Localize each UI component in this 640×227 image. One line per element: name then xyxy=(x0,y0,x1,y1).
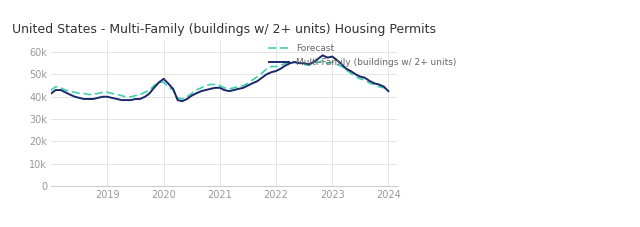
Multi-Family (buildings w/ 2+ units) xyxy=(122,99,130,101)
Multi-Family (buildings w/ 2+ units) xyxy=(220,89,228,91)
Multi-Family (buildings w/ 2+ units) xyxy=(179,100,186,103)
Multi-Family (buildings w/ 2+ units) xyxy=(338,63,346,66)
Forecast xyxy=(160,81,168,84)
Forecast xyxy=(122,95,130,98)
Multi-Family (buildings w/ 2+ units) xyxy=(319,54,326,57)
Forecast xyxy=(319,60,326,62)
Forecast xyxy=(220,86,228,89)
Forecast xyxy=(338,65,346,68)
Multi-Family (buildings w/ 2+ units) xyxy=(47,92,55,95)
Title: United States - Multi-Family (buildings w/ 2+ units) Housing Permits: United States - Multi-Family (buildings … xyxy=(12,22,436,36)
Forecast xyxy=(47,89,55,91)
Line: Forecast: Forecast xyxy=(51,61,388,99)
Multi-Family (buildings w/ 2+ units) xyxy=(385,90,392,93)
Forecast xyxy=(179,98,186,100)
Forecast xyxy=(361,79,369,81)
Legend: Forecast, Multi-Family (buildings w/ 2+ units): Forecast, Multi-Family (buildings w/ 2+ … xyxy=(266,41,460,71)
Forecast xyxy=(347,72,355,75)
Multi-Family (buildings w/ 2+ units) xyxy=(347,70,355,72)
Multi-Family (buildings w/ 2+ units) xyxy=(160,77,168,80)
Forecast xyxy=(385,89,392,91)
Line: Multi-Family (buildings w/ 2+ units): Multi-Family (buildings w/ 2+ units) xyxy=(51,55,388,101)
Multi-Family (buildings w/ 2+ units) xyxy=(361,76,369,79)
